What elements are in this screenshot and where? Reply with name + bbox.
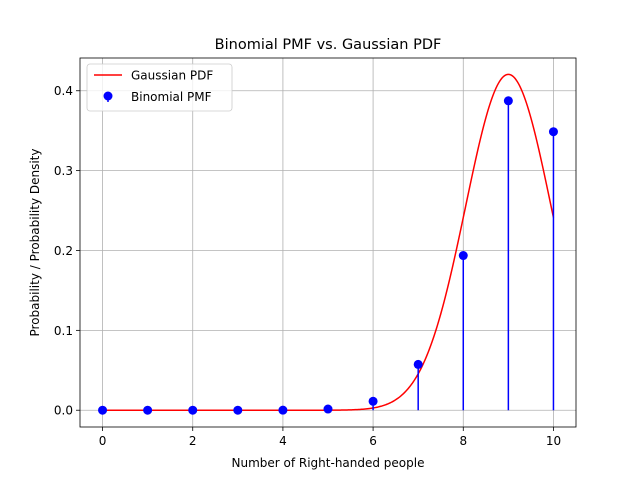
binomial-point bbox=[368, 396, 378, 406]
legend-binomial-label: Binomial PMF bbox=[131, 90, 212, 104]
x-axis-label: Number of Right-handed people bbox=[231, 456, 424, 470]
y-tick-label: 0.2 bbox=[54, 244, 73, 258]
binomial-point bbox=[143, 405, 153, 415]
y-tick-label: 0.4 bbox=[54, 84, 73, 98]
axis-ticks: 0 2 4 6 8 10 0.0 0.1 0.2 0.3 0.4 bbox=[54, 84, 561, 448]
binomial-point bbox=[458, 251, 468, 261]
binomial-point bbox=[233, 405, 243, 415]
x-tick-label: 4 bbox=[279, 434, 287, 448]
binomial-series bbox=[98, 96, 558, 415]
binomial-point bbox=[503, 96, 513, 106]
x-tick-label: 2 bbox=[189, 434, 197, 448]
binomial-point bbox=[278, 405, 288, 415]
legend: Gaussian PDF Binomial PMF bbox=[86, 63, 233, 112]
y-tick-label: 0.0 bbox=[54, 404, 73, 418]
y-axis-label: Probability / Probability Density bbox=[28, 149, 42, 337]
chart-title: Binomial PMF vs. Gaussian PDF bbox=[215, 37, 442, 53]
binomial-point bbox=[323, 404, 333, 414]
legend-binomial-marker-swatch bbox=[103, 91, 113, 101]
y-tick-label: 0.1 bbox=[54, 324, 73, 338]
legend-gaussian-label: Gaussian PDF bbox=[131, 69, 213, 83]
binomial-point bbox=[188, 405, 198, 415]
x-tick-label: 8 bbox=[459, 434, 467, 448]
x-tick-label: 6 bbox=[369, 434, 377, 448]
binomial-point bbox=[548, 127, 558, 137]
x-tick-label: 0 bbox=[99, 434, 107, 448]
y-tick-label: 0.3 bbox=[54, 164, 73, 178]
binomial-point bbox=[98, 405, 108, 415]
binomial-point bbox=[413, 359, 423, 369]
x-tick-label: 10 bbox=[546, 434, 561, 448]
legend-box bbox=[86, 63, 233, 112]
plot-frame bbox=[79, 57, 577, 428]
grid bbox=[80, 58, 576, 427]
